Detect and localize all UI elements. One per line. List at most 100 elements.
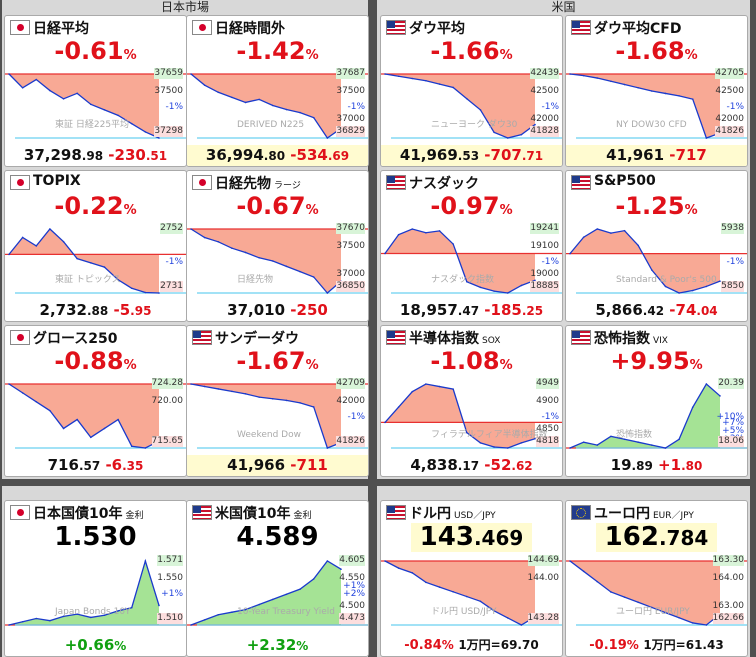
tile-header: TOPIX (5, 171, 186, 193)
quote-tile-sox[interactable]: 半導体指数 SOX -1.08% 4,838.17 -52.62 4949 4900 485… (380, 325, 563, 477)
data-point (103, 614, 106, 617)
data-point (466, 431, 468, 434)
chart-watermark: ユーロ円 EUR/JPY (616, 607, 690, 617)
change-unit: % (499, 48, 513, 63)
data-point (144, 291, 147, 294)
axis-label-mid: 144.00 (527, 573, 560, 583)
data-point (326, 292, 329, 294)
quote-tile-jgb10[interactable]: 日本国債10年 金利 1.530 +0.66% 1.571 1.550 +1% 1.510 Ja… (4, 500, 187, 657)
price-main: 716 (47, 456, 79, 474)
price-row: 41,961 -717 (566, 145, 747, 166)
price-main: 37,010 (227, 301, 286, 319)
data-point (76, 418, 78, 421)
tile-name-text: ダウ平均 (409, 21, 465, 37)
quote-tile-sunday-dow[interactable]: サンデーダウ -1.67% 41,966 -711 42709 42000 -1% 4182… (186, 325, 369, 477)
rate-value: 162.784 (596, 523, 717, 552)
data-point (231, 611, 233, 613)
quote-tile-dow[interactable]: ダウ平均 -1.66% 41,969.53 -707.71 42439 42500 420… (380, 15, 563, 167)
chart-area (191, 74, 341, 138)
tile-name: 恐怖指数 VIX (594, 328, 668, 348)
data-point (506, 617, 509, 619)
data-point (520, 133, 523, 136)
chart-watermark: Japan Bonds 10Y (55, 607, 131, 617)
tile-name: 日経時間外 (215, 18, 285, 38)
series-line (8, 558, 160, 626)
quote-tile-nikkei[interactable]: 日経平均 -0.61% 37,298.98 -230.51 37659 37500 -1%… (4, 15, 187, 167)
data-point (425, 231, 427, 234)
data-point (520, 624, 523, 626)
chart-watermark: 10-Year Treasury Yield (237, 607, 335, 617)
price-row: 5,866.42 -74.04 (566, 300, 747, 321)
data-point (76, 613, 78, 615)
tile-name: 半導体指数 SOX (409, 328, 500, 348)
tile-name-text: TOPIX (33, 173, 81, 189)
quote-tile-growth[interactable]: グロース250 -0.88% 716.57 -6.35 724.28 720.00 715… (4, 325, 187, 477)
change-percent: -0.61% (5, 38, 186, 69)
data-point (452, 243, 454, 245)
data-point (299, 588, 301, 590)
price-row: 41,966 -711 (187, 455, 368, 476)
quote-tile-topix[interactable]: TOPIX -0.22% 2,732.88 -5.95 2752 -1% 2731 東証 ト… (4, 170, 187, 322)
change-unit: % (123, 203, 137, 218)
axis-label-mid: 42000 (336, 396, 365, 406)
data-point (438, 586, 441, 588)
yield-value: 4.589 (236, 522, 319, 552)
quote-tile-usdjpy[interactable]: ドル円 USD／JPY 143.469 -0.84% 1万円=69.70 144.69 1… (380, 500, 563, 657)
axis-label-pct: -1% (165, 102, 183, 112)
chart-watermark: Standard & Poor's 500 (616, 275, 717, 285)
change-percent: -1.42% (187, 38, 368, 69)
quote-tile-nikkei-ext[interactable]: 日経時間外 -1.42% 36,994.80 -534.69 37687 37500 37… (186, 15, 369, 167)
data-point (466, 280, 468, 283)
data-point (340, 568, 342, 570)
quote-tile-eurjpy[interactable]: ユーロ円 EUR／JPY 162.784 -0.19% 1万円=61.43 163.30… (565, 500, 748, 657)
data-point (623, 438, 626, 441)
quote-tile-nikkei-fut[interactable]: 日経先物 ラージ -0.67% 37,010 -250 37670 37500 37000 3… (186, 170, 369, 322)
data-point (21, 86, 24, 89)
data-point (103, 109, 106, 111)
quote-tile-dow-cfd[interactable]: ダウ平均CFD -1.68% 41,961 -717 42705 42500 42000 -… (565, 15, 748, 167)
axis-label-hi: 19241 (530, 223, 559, 234)
tile-header: ドル円 USD／JPY (381, 501, 562, 523)
chart-watermark: ナスダック指数 (431, 275, 495, 285)
tile-name: 日本国債10年 金利 (33, 503, 144, 523)
data-point (397, 75, 400, 78)
japan-market-title: 日本市場 (160, 0, 209, 14)
axis-label-pct: -1% (541, 257, 559, 267)
tile-header: ユーロ円 EUR／JPY (566, 501, 747, 523)
data-point (90, 436, 92, 439)
data-point (272, 260, 274, 262)
diff-decimal: .69 (327, 149, 350, 163)
series-line (569, 228, 721, 294)
data-point (312, 116, 315, 119)
quote-tile-nasdaq[interactable]: ナスダック -0.97% 18,957.47 -185.25 19241 19100 19… (380, 170, 563, 322)
axis-label-pct: -1% (347, 102, 365, 112)
tile-name: S&P500 (594, 173, 656, 189)
tile-header: サンデーダウ (187, 326, 368, 348)
chart-watermark: Weekend Dow (237, 430, 301, 440)
tile-header: S&P500 (566, 171, 747, 193)
data-point (411, 77, 414, 80)
axis-label-p7: +7% (722, 418, 744, 428)
quote-tile-sp500[interactable]: S&P500 -1.25% 5,866.42 -74.04 5938 -1% 5850 St… (565, 170, 748, 322)
tile-name-text: S&P500 (594, 173, 656, 189)
change-unit: % (626, 638, 639, 652)
tile-name-text: ナスダック (409, 176, 479, 192)
data-point (678, 95, 680, 97)
quote-tile-ust10[interactable]: 米国債10年 金利 4.589 +2.32% 4.605 4.550 4.500 +2% +1%… (186, 500, 369, 657)
series-line (384, 228, 536, 294)
data-point (285, 399, 288, 402)
price-main: 5,866 (595, 301, 643, 319)
price-decimal: .57 (78, 459, 101, 473)
axis-label-mid: 4900 (536, 396, 559, 406)
change-percent: -0.97% (381, 193, 562, 224)
tile-subname: VIX (653, 336, 668, 346)
diff-decimal: .35 (122, 459, 144, 473)
change-percent: -1.66% (381, 38, 562, 69)
axis-label-hi: 42705 (715, 68, 744, 79)
price-decimal: .42 (642, 304, 665, 318)
data-point (231, 390, 233, 393)
data-point (117, 114, 119, 117)
data-point (438, 230, 441, 232)
change-value: -1.08 (430, 347, 500, 375)
